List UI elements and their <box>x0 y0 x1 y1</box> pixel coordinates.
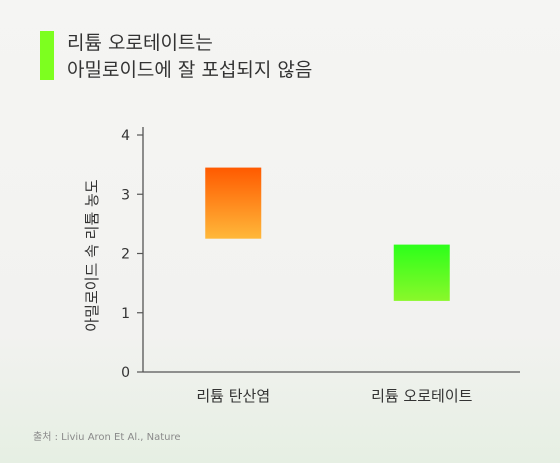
title-line-2: 아밀로이드에 잘 포섭되지 않음 <box>67 59 313 81</box>
y-tick-label: 2 <box>121 247 130 263</box>
y-tick-label: 4 <box>121 128 130 144</box>
bar-1 <box>205 167 262 239</box>
y-axis-label: 아밀로이드 속 리튬 농도 <box>83 179 101 332</box>
title-accent-bar <box>40 31 54 80</box>
bar-2 <box>393 244 450 301</box>
title-line-1: 리튬 오로테이트는 <box>67 32 213 54</box>
y-tick-label: 3 <box>121 187 130 203</box>
y-tick-label: 1 <box>121 306 130 322</box>
y-tick-label: 0 <box>121 365 130 381</box>
source-note: 출처 : Liviu Aron Et Al., Nature <box>33 432 181 443</box>
chart-title: 리튬 오로테이트는 아밀로이드에 잘 포섭되지 않음 <box>67 30 312 84</box>
x-category-label: 리튬 오로테이트 <box>371 387 473 405</box>
x-category-label: 리튬 탄산염 <box>196 387 270 405</box>
